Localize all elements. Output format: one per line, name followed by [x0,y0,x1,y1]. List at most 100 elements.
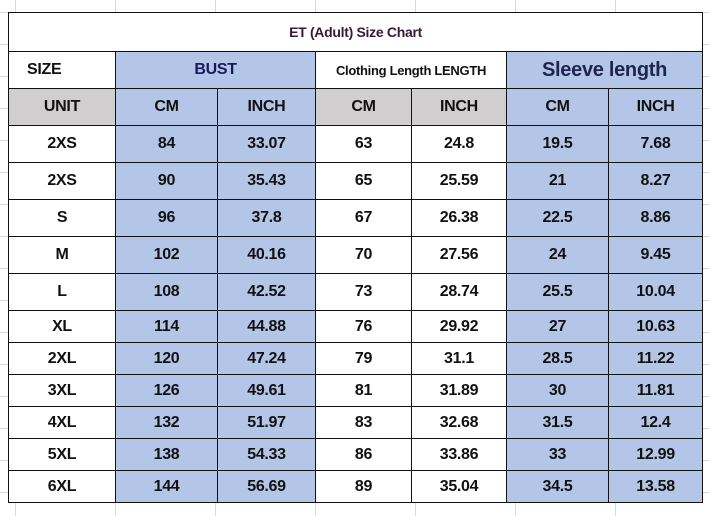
unit-cell: INCH [217,88,316,126]
size-cell: 5XL [8,438,116,471]
table-row: L 108 42.52 73 28.74 25.5 10.04 [8,273,704,311]
bust-inch-cell: 49.61 [217,374,316,407]
sleeve-inch-cell: 10.63 [607,310,704,343]
length-inch-cell: 35.04 [411,470,507,503]
sleeve-cm-cell: 27 [506,310,609,343]
sleeve-inch-cell: 12.99 [607,438,704,471]
chart-title: ET (Adult) Size Chart [7,12,704,52]
unit-cell: CM [115,88,218,126]
length-cm-cell: 67 [315,199,412,237]
length-cm-cell: 70 [315,236,412,274]
size-cell: XL [8,310,116,343]
length-inch-cell: 24.8 [411,125,507,163]
sleeve-inch-cell: 10.04 [607,273,704,311]
length-inch-cell: 33.86 [411,438,507,471]
length-inch-cell: 25.59 [411,162,507,200]
unit-cell: CM [315,88,412,126]
table-row: 4XL 132 51.97 83 32.68 31.5 12.4 [8,406,704,439]
sleeve-cm-cell: 34.5 [506,470,609,503]
bust-cm-cell: 120 [115,342,218,375]
bust-inch-cell: 40.16 [217,236,316,274]
bust-cm-cell: 144 [115,470,218,503]
sleeve-inch-cell: 7.68 [607,125,704,163]
bust-cm-cell: 108 [115,273,218,311]
bust-inch-cell: 44.88 [217,310,316,343]
table-row: 2XL 120 47.24 79 31.1 28.5 11.22 [8,342,704,375]
unit-label: UNIT [8,88,116,126]
bust-inch-cell: 37.8 [217,199,316,237]
size-cell: 2XS [8,162,116,200]
length-inch-cell: 31.89 [411,374,507,407]
bust-inch-cell: 33.07 [217,125,316,163]
sleeve-inch-cell: 12.4 [607,406,704,439]
sleeve-cm-cell: 31.5 [506,406,609,439]
length-cm-cell: 63 [315,125,412,163]
size-cell: 3XL [8,374,116,407]
size-chart-table: ET (Adult) Size Chart SIZE BUST Clothing… [7,12,704,503]
table-row: XL 114 44.88 76 29.92 27 10.63 [8,310,704,343]
sleeve-cm-cell: 30 [506,374,609,407]
bust-cm-cell: 84 [115,125,218,163]
table-row: 2XS 90 35.43 65 25.59 21 8.27 [8,162,704,200]
length-cm-cell: 65 [315,162,412,200]
unit-cell: INCH [607,88,704,126]
size-cell: 2XL [8,342,116,375]
unit-row: UNIT CM INCH CM INCH CM INCH [8,88,704,126]
sleeve-cm-cell: 21 [506,162,609,200]
table-row: S 96 37.8 67 26.38 22.5 8.86 [8,199,704,237]
sleeve-cm-cell: 33 [506,438,609,471]
length-inch-cell: 32.68 [411,406,507,439]
bust-cm-cell: 114 [115,310,218,343]
sleeve-length-header: Sleeve length [505,51,704,89]
length-cm-cell: 83 [315,406,412,439]
bust-cm-cell: 90 [115,162,218,200]
sleeve-inch-cell: 8.27 [607,162,704,200]
header-row: SIZE BUST Clothing Length LENGTH Sleeve … [8,51,704,89]
length-inch-cell: 29.92 [411,310,507,343]
sleeve-inch-cell: 11.81 [607,374,704,407]
sleeve-inch-cell: 11.22 [607,342,704,375]
sleeve-cm-cell: 28.5 [506,342,609,375]
sleeve-cm-cell: 25.5 [506,273,609,311]
title-row: ET (Adult) Size Chart [7,12,704,52]
length-cm-cell: 89 [315,470,412,503]
length-cm-cell: 86 [315,438,412,471]
length-inch-cell: 26.38 [411,199,507,237]
bust-inch-cell: 56.69 [217,470,316,503]
length-inch-cell: 31.1 [411,342,507,375]
bust-cm-cell: 102 [115,236,218,274]
sleeve-inch-cell: 8.86 [607,199,704,237]
length-cm-cell: 76 [315,310,412,343]
sleeve-inch-cell: 13.58 [607,470,704,503]
bust-inch-cell: 47.24 [217,342,316,375]
bust-cm-cell: 132 [115,406,218,439]
length-cm-cell: 73 [315,273,412,311]
clothing-length-header: Clothing Length LENGTH [315,51,507,89]
sleeve-cm-cell: 24 [506,236,609,274]
length-cm-cell: 81 [315,374,412,407]
bust-inch-cell: 42.52 [217,273,316,311]
size-cell: M [8,236,116,274]
size-cell: S [8,199,116,237]
bust-cm-cell: 126 [115,374,218,407]
bust-inch-cell: 54.33 [217,438,316,471]
sleeve-cm-cell: 22.5 [506,199,609,237]
table-row: 3XL 126 49.61 81 31.89 30 11.81 [8,374,704,407]
table-row: 5XL 138 54.33 86 33.86 33 12.99 [8,438,704,471]
unit-cell: INCH [411,88,507,126]
table-row: 2XS 84 33.07 63 24.8 19.5 7.68 [8,125,704,163]
table-row: 6XL 144 56.69 89 35.04 34.5 13.58 [8,470,704,503]
unit-cell: CM [506,88,609,126]
size-cell: 4XL [8,406,116,439]
bust-cm-cell: 138 [115,438,218,471]
size-cell: 2XS [8,125,116,163]
length-inch-cell: 27.56 [411,236,507,274]
size-header: SIZE [8,51,116,89]
length-inch-cell: 28.74 [411,273,507,311]
bust-inch-cell: 35.43 [217,162,316,200]
size-cell: L [8,273,116,311]
bust-cm-cell: 96 [115,199,218,237]
length-cm-cell: 79 [315,342,412,375]
table-row: M 102 40.16 70 27.56 24 9.45 [8,236,704,274]
sleeve-inch-cell: 9.45 [607,236,704,274]
